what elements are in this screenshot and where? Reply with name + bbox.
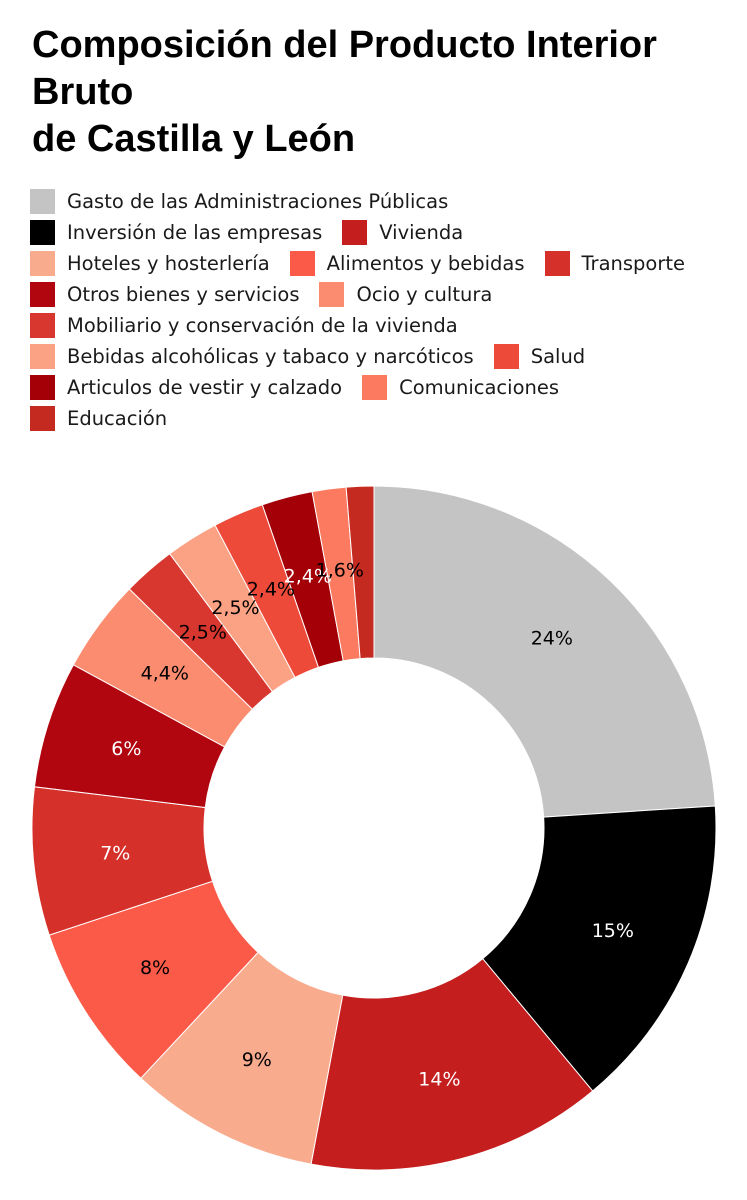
legend-row: Educación (30, 403, 730, 434)
legend-item: Otros bienes y servicios (30, 282, 299, 307)
slice-value-label: 1,6% (316, 559, 364, 581)
legend-swatch (30, 344, 55, 369)
legend-swatch (544, 251, 570, 276)
slice-value-label: 4,4% (141, 663, 189, 685)
chart-title-line-2: Bruto (32, 71, 134, 113)
slice-value-label: 14% (418, 1069, 460, 1091)
chart-legend: Gasto de las Administraciones Públicas In… (30, 186, 730, 434)
legend-row: Gasto de las Administraciones Públicas (30, 186, 730, 217)
legend-label: Transporte (581, 252, 686, 275)
slice-value-label: 9% (242, 1049, 272, 1071)
slice-value-label: 2,5% (211, 597, 259, 619)
slice-value-label: 15% (592, 920, 634, 942)
legend-item: Vivienda (342, 220, 463, 245)
donut-chart-svg: 24%15%14%9%8%7%6%4,4%2,5%2,5%2,4%2,4%1,6… (31, 485, 717, 1171)
legend-label: Educación (67, 407, 168, 430)
legend-swatch (362, 375, 388, 400)
legend-item: Inversión de las empresas (30, 220, 322, 245)
legend-row: Articulos de vestir y calzado Comunicacio… (30, 372, 730, 403)
slice-value-label: 24% (531, 627, 573, 649)
donut-slice (373, 485, 716, 818)
legend-swatch (30, 251, 55, 276)
slice-value-label: 8% (140, 957, 170, 979)
legend-item: Mobiliario y conservación de la vivienda (30, 313, 458, 338)
legend-label: Alimentos y bebidas (326, 252, 525, 275)
legend-swatch (30, 220, 55, 245)
legend-swatch (30, 189, 55, 214)
legend-item: Bebidas alcohólicas y tabaco y narcótico… (30, 344, 474, 369)
legend-label: Hoteles y hosterlería (67, 252, 270, 275)
legend-item: Salud (493, 344, 586, 369)
legend-item: Transporte (544, 251, 686, 276)
legend-row: Inversión de las empresas Vivienda (30, 217, 730, 248)
chart-title: Composición del Producto Interior Bruto … (32, 22, 732, 163)
legend-item: Gasto de las Administraciones Públicas (30, 189, 448, 214)
slice-value-label: 2,4% (284, 566, 332, 588)
legend-row: Bebidas alcohólicas y tabaco y narcótico… (30, 341, 730, 372)
legend-label: Ocio y cultura (356, 283, 493, 306)
slice-value-label: 2,5% (179, 621, 227, 643)
legend-item: Comunicaciones (362, 375, 559, 400)
legend-label: Otros bienes y servicios (67, 283, 300, 306)
legend-item: Articulos de vestir y calzado (30, 375, 342, 400)
legend-swatch (30, 282, 55, 307)
donut-slice (345, 485, 375, 660)
legend-swatch (30, 406, 55, 431)
legend-swatch (319, 282, 345, 307)
legend-swatch (342, 220, 368, 245)
donut-chart: 24% 15% 14% 9% 8% 7% 6% 4,4% 2,5% 2,5% 2,4% 2,4% 1,6… (0, 470, 747, 1200)
legend-label: Mobiliario y conservación de la vivienda (67, 314, 458, 337)
legend-item: Ocio y cultura (319, 282, 492, 307)
slice-value-label: 6% (111, 738, 141, 760)
legend-label: Articulos de vestir y calzado (67, 376, 343, 399)
slice-value-label: 2,4% (247, 578, 295, 600)
legend-swatch (30, 313, 55, 338)
legend-label: Vivienda (379, 221, 464, 244)
legend-label: Comunicaciones (399, 376, 560, 399)
legend-swatch (289, 251, 315, 276)
chart-title-line-3: de Castilla y León (32, 118, 356, 160)
legend-item: Hoteles y hosterlería (30, 251, 270, 276)
legend-row: Hoteles y hosterlería Alimentos y bebidas… (30, 248, 730, 279)
chart-title-line-1: Composición del Producto Interior (32, 24, 657, 66)
donut-slice (481, 805, 717, 1092)
legend-row: Otros bienes y servicios Ocio y cultura (30, 279, 730, 310)
donut-slice (310, 958, 594, 1171)
legend-row: Mobiliario y conservación de la vivienda (30, 310, 730, 341)
legend-label: Inversión de las empresas (67, 221, 323, 244)
legend-swatch (493, 344, 519, 369)
slice-value-label: 7% (100, 843, 130, 865)
legend-label: Gasto de las Administraciones Públicas (67, 190, 449, 213)
legend-swatch (30, 375, 55, 400)
legend-item: Educación (30, 406, 167, 431)
legend-item: Alimentos y bebidas (289, 251, 525, 276)
legend-label: Salud (530, 345, 586, 368)
legend-label: Bebidas alcohólicas y tabaco y narcótico… (67, 345, 474, 368)
